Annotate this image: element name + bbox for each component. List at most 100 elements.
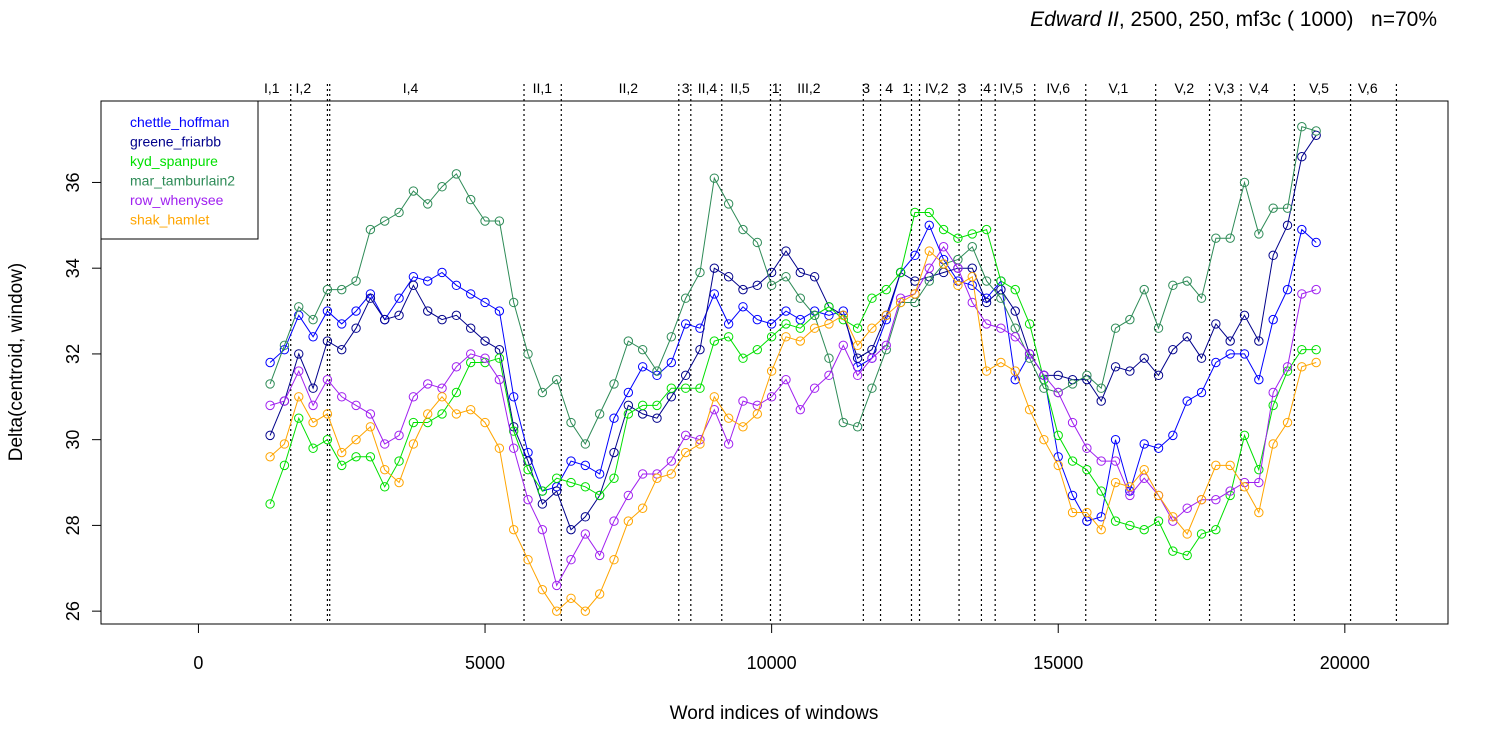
point-mar_tamburlain2-56 (1067, 379, 1078, 389)
legend-entry-greene_friarbb: greene_friarbb (130, 134, 221, 150)
scene-label-3: II,1 (533, 80, 553, 96)
point-kyd_spanpure-43 (881, 284, 891, 295)
point-row_whenysee-13 (451, 362, 462, 372)
point-kyd_spanpure-62 (1153, 516, 1164, 526)
point-kyd_spanpure-18 (523, 464, 533, 475)
point-shak_hamlet-68 (1239, 482, 1250, 492)
point-mar_tamburlain2-13 (451, 169, 462, 179)
y-tick-label-4: 34 (63, 258, 83, 278)
point-kyd_spanpure-50 (981, 224, 992, 235)
point-shak_hamlet-64 (1182, 529, 1192, 539)
point-mar_tamburlain2-41 (852, 422, 863, 432)
point-greene_friarbb-13 (451, 310, 462, 321)
point-kyd_spanpure-28 (666, 383, 677, 393)
point-chettle_hoffman-23 (594, 469, 605, 479)
point-greene_friarbb-30 (695, 344, 705, 355)
point-shak_hamlet-53 (1024, 404, 1035, 415)
point-row_whenysee-6 (351, 400, 361, 411)
point-kyd_spanpure-66 (1211, 524, 1221, 535)
scene-label-13: IV,2 (925, 80, 949, 96)
point-greene_friarbb-8 (380, 314, 390, 325)
point-mar_tamburlain2-18 (523, 349, 533, 359)
point-shak_hamlet-15 (480, 417, 490, 428)
point-greene_friarbb-27 (652, 413, 662, 423)
point-chettle_hoffman-4 (322, 306, 333, 316)
point-row_whenysee-29 (680, 430, 691, 441)
point-row_whenysee-2 (294, 366, 304, 376)
point-chettle_hoffman-6 (351, 306, 361, 316)
series-shak_hamlet (265, 246, 1321, 616)
series-line-shak_hamlet (269, 250, 1317, 612)
point-kyd_spanpure-49 (967, 229, 977, 239)
point-row_whenysee-8 (380, 439, 390, 449)
point-shak_hamlet-30 (695, 439, 705, 449)
point-row_whenysee-35 (766, 392, 777, 402)
point-shak_hamlet-26 (637, 503, 648, 513)
scene-label-15: 4 (983, 80, 991, 96)
point-shak_hamlet-42 (867, 323, 877, 333)
point-mar_tamburlain2-20 (551, 374, 562, 385)
x-tick-label-0: 0 (193, 653, 203, 673)
scene-label-17: IV,6 (1046, 80, 1070, 96)
point-row_whenysee-36 (781, 374, 791, 385)
point-chettle_hoffman-34 (752, 314, 763, 325)
point-shak_hamlet-11 (423, 409, 433, 419)
point-row_whenysee-20 (551, 580, 562, 591)
point-mar_tamburlain2-2 (294, 302, 304, 312)
point-greene_friarbb-60 (1125, 366, 1135, 376)
point-kyd_spanpure-58 (1096, 486, 1106, 496)
y-tick-label-3: 32 (63, 344, 83, 364)
point-row_whenysee-46 (924, 263, 934, 273)
point-kyd_spanpure-17 (508, 426, 519, 436)
point-mar_tamburlain2-8 (380, 216, 390, 226)
point-kyd_spanpure-48 (953, 233, 963, 243)
point-kyd_spanpure-35 (766, 332, 777, 342)
point-row_whenysee-58 (1096, 456, 1106, 466)
point-greene_friarbb-20 (551, 486, 562, 496)
scene-label-2: I,4 (403, 80, 419, 96)
point-shak_hamlet-7 (365, 422, 376, 432)
point-kyd_spanpure-34 (752, 344, 763, 355)
point-chettle_hoffman-63 (1168, 430, 1178, 441)
legend-entry-row_whenysee: row_whenysee (130, 192, 224, 208)
point-chettle_hoffman-33 (738, 302, 748, 312)
point-row_whenysee-66 (1211, 494, 1221, 505)
point-shak_hamlet-57 (1082, 507, 1092, 518)
point-row_whenysee-21 (566, 554, 576, 565)
point-shak_hamlet-23 (594, 589, 605, 599)
point-kyd_spanpure-31 (709, 336, 720, 346)
point-chettle_hoffman-24 (609, 413, 619, 423)
point-kyd_spanpure-26 (637, 400, 648, 411)
point-shak_hamlet-47 (938, 259, 949, 269)
point-mar_tamburlain2-28 (666, 332, 677, 342)
point-mar_tamburlain2-67 (1225, 233, 1235, 243)
point-mar_tamburlain2-23 (594, 409, 605, 419)
point-row_whenysee-48 (953, 263, 963, 273)
point-row_whenysee-42 (867, 353, 877, 363)
point-row_whenysee-22 (580, 529, 591, 539)
point-chettle_hoffman-66 (1211, 357, 1221, 368)
point-row_whenysee-5 (337, 392, 347, 402)
point-mar_tamburlain2-7 (365, 224, 376, 235)
point-shak_hamlet-21 (566, 593, 576, 603)
scene-label-7: II,5 (730, 80, 750, 96)
point-kyd_spanpure-39 (824, 302, 834, 312)
point-row_whenysee-38 (809, 383, 820, 393)
point-shak_hamlet-66 (1211, 460, 1221, 471)
point-shak_hamlet-73 (1311, 357, 1321, 368)
point-kyd_spanpure-1 (279, 460, 290, 471)
point-mar_tamburlain2-30 (695, 267, 705, 278)
point-row_whenysee-0 (265, 400, 275, 411)
scene-label-18: V,1 (1109, 80, 1129, 96)
y-axis-title: Delta(centroid, window) (6, 263, 27, 462)
y-axis: 26 28 30 32 34 36 (63, 172, 102, 621)
point-kyd_spanpure-72 (1297, 344, 1307, 355)
point-chettle_hoffman-73 (1311, 237, 1321, 248)
point-mar_tamburlain2-6 (351, 276, 361, 286)
series-layer (265, 122, 1321, 616)
point-shak_hamlet-45 (910, 289, 920, 299)
chart-title: Edward II, 2500, 250, mf3c ( 1000) n=70% (1030, 8, 1437, 31)
point-greene_friarbb-7 (365, 293, 376, 303)
point-chettle_hoffman-0 (265, 357, 275, 368)
